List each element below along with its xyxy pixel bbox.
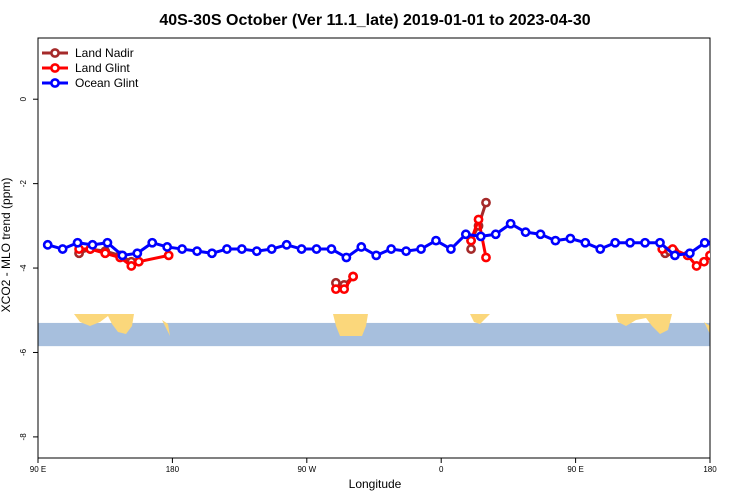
legend-marker-1: [50, 63, 60, 73]
land-australia-east: [616, 314, 672, 334]
series-2-point-0-43: [684, 248, 695, 259]
series-1-point-0-5: [133, 256, 144, 267]
land-australia-west: [74, 314, 134, 334]
series-2-point-0-11: [207, 248, 217, 259]
series-2-point-0-3: [87, 239, 98, 250]
series-1-point-1-2: [348, 271, 358, 282]
x-tick-label-1: 180: [166, 465, 180, 474]
series-2: [42, 218, 723, 263]
series-1-point-1-0: [331, 284, 341, 295]
series-2-point-0-25: [416, 244, 426, 254]
series-1: [74, 214, 710, 295]
series-2-point-0-44: [699, 237, 710, 248]
series-1-point-1-1: [339, 284, 350, 295]
y-tick-label-1: -2: [19, 180, 28, 188]
series-2-point-0-7: [147, 237, 158, 248]
x-tick-label-5: 180: [703, 465, 717, 474]
series-1-point-2-2: [481, 252, 491, 263]
series-2-point-0-19: [326, 244, 337, 254]
y-tick-label-2: -4: [19, 264, 28, 272]
series-2-point-0-16: [281, 239, 292, 250]
legend-marker-0: [50, 48, 60, 58]
series-2-point-0-15: [266, 244, 277, 254]
series-2-point-0-37: [595, 244, 606, 254]
x-tick-label-0: 90 E: [30, 465, 46, 474]
series-2-point-0-36: [580, 237, 591, 248]
x-tick-label-4: 90 E: [567, 465, 583, 474]
series-2-point-0-5: [117, 250, 128, 261]
series-2-point-0-41: [655, 237, 665, 248]
series-2-point-0-8: [162, 242, 173, 252]
series-2-point-0-42: [670, 250, 680, 261]
series-layer: [42, 197, 723, 295]
series-1-point-3-5: [705, 250, 710, 261]
x-tick-label-3: 0: [439, 465, 444, 474]
land-south-africa: [470, 314, 490, 324]
y-axis-label: XCO2 - MLO trend (ppm): [0, 178, 13, 313]
y-tick-label-0: 0: [19, 96, 28, 101]
series-2-point-0-10: [192, 246, 202, 257]
series-2-point-0-21: [356, 242, 367, 252]
series-2-point-0-4: [102, 237, 113, 248]
series-2-point-0-39: [625, 237, 636, 248]
x-tick-label-2: 90 W: [297, 465, 316, 474]
plot-frame: [37, 37, 711, 459]
series-2-point-0-2: [72, 237, 83, 248]
series-2-point-0-27: [446, 244, 456, 254]
map-band: [38, 314, 710, 347]
series-2-point-0-30: [490, 229, 501, 240]
series-2-point-0-26: [431, 235, 441, 246]
legend-label-1: Land Glint: [75, 61, 130, 75]
series-2-point-0-17: [296, 244, 307, 254]
series-1-point-3-4: [699, 256, 709, 267]
map-band-ocean: [38, 322, 710, 347]
series-2-point-0-38: [610, 237, 621, 248]
series-2-point-0-20: [341, 252, 352, 263]
series-2-point-0-22: [371, 250, 382, 261]
series-0-point-2-0: [466, 244, 476, 254]
series-2-point-0-13: [236, 244, 247, 254]
series-2-point-0-34: [550, 235, 561, 246]
series-1-point-0-6: [163, 250, 174, 261]
legend-marker-2: [50, 78, 60, 88]
series-2-point-0-9: [177, 244, 188, 254]
land-new-zealand-east: [704, 322, 710, 334]
series-2-point-0-14: [251, 246, 262, 257]
map-band-land: [74, 314, 710, 336]
series-2-point-0-33: [535, 229, 546, 240]
land-new-zealand: [162, 320, 170, 336]
legend-label-0: Land Nadir: [75, 46, 134, 60]
series-2-point-0-28: [460, 229, 471, 240]
series-1-point-0-4: [126, 261, 137, 271]
series-1-point-2-1: [473, 214, 484, 225]
series-2-point-0-31: [505, 218, 516, 229]
series-2-point-0-32: [520, 227, 531, 238]
series-2-point-0-0: [42, 239, 53, 250]
series-2-point-0-18: [311, 244, 322, 254]
y-tick-label-3: -6: [19, 348, 28, 356]
y-tick-label-4: -8: [19, 433, 28, 441]
series-2-point-0-6: [132, 248, 143, 259]
series-2-line-0: [47, 222, 710, 259]
series-2-point-0-1: [57, 244, 68, 254]
series-2-point-0-45: [716, 243, 723, 250]
series-2-point-0-23: [386, 244, 397, 254]
y-axis: 0 -2 -4 -6 -8: [19, 96, 38, 440]
legend-label-2: Ocean Glint: [75, 76, 139, 90]
series-2-point-0-29: [475, 231, 486, 242]
series-2-point-0-40: [640, 237, 650, 248]
chart-title: 40S-30S October (Ver 11.1_late) 2019-01-…: [159, 12, 590, 29]
series-2-point-0-12: [222, 244, 232, 254]
land-south-america: [333, 314, 368, 336]
series-2-point-0-35: [565, 233, 576, 244]
x-axis: 90 E 180 90 W 0 90 E 180: [30, 458, 717, 474]
series-1-point-2-0: [466, 235, 476, 246]
series-2-point-0-24: [401, 246, 412, 257]
series-1-point-0-2: [100, 248, 111, 259]
series-0-point-2-3: [481, 197, 491, 208]
series-1-point-3-3: [691, 261, 702, 271]
x-axis-label: Longitude: [349, 477, 402, 491]
